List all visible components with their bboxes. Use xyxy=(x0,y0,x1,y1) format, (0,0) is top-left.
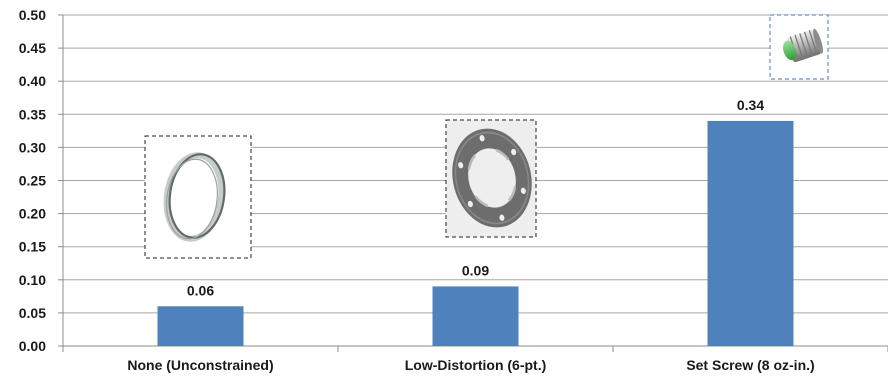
y-tick-label: 0.30 xyxy=(19,139,46,155)
x-tick-label: Set Screw (8 oz-in.) xyxy=(686,357,814,373)
bar-value-label: 0.34 xyxy=(737,97,764,113)
y-tick-label: 0.20 xyxy=(19,206,46,222)
low-distortion-ring-icon xyxy=(452,128,532,228)
value-labels: 0.06 0.09 0.34 xyxy=(187,97,764,298)
y-tick-label: 0.00 xyxy=(19,338,46,354)
bar xyxy=(707,120,794,346)
y-tick-label: 0.45 xyxy=(19,40,46,56)
o-ring-illustration xyxy=(144,135,252,259)
y-tick-label: 0.25 xyxy=(19,173,46,189)
bar-value-label: 0.09 xyxy=(462,262,489,278)
set-screw-illustration xyxy=(769,14,829,80)
bar xyxy=(157,306,244,346)
x-tick-label: None (Unconstrained) xyxy=(127,357,273,373)
y-tick-label: 0.40 xyxy=(19,73,46,89)
y-tick-label: 0.05 xyxy=(19,305,46,321)
bar-value-label: 0.06 xyxy=(187,282,214,298)
low-distortion-ring-illustration xyxy=(445,119,537,238)
bar-layer xyxy=(157,120,794,346)
y-tick-label: 0.50 xyxy=(19,7,46,23)
y-axis-tick-labels: 0.00 0.05 0.10 0.15 0.20 0.25 0.30 0.35 0.40 0.45… xyxy=(19,7,46,354)
y-tick-label: 0.10 xyxy=(19,272,46,288)
x-axis-tick-labels: None (Unconstrained) Low-Distortion (6-pt… xyxy=(127,357,814,373)
x-tick-label: Low-Distortion (6-pt.) xyxy=(405,357,547,373)
y-tick-label: 0.15 xyxy=(19,239,46,255)
y-tick-label: 0.35 xyxy=(19,106,46,122)
o-ring-icon xyxy=(163,152,226,242)
set-screw-icon xyxy=(783,28,823,62)
bar xyxy=(432,286,519,346)
